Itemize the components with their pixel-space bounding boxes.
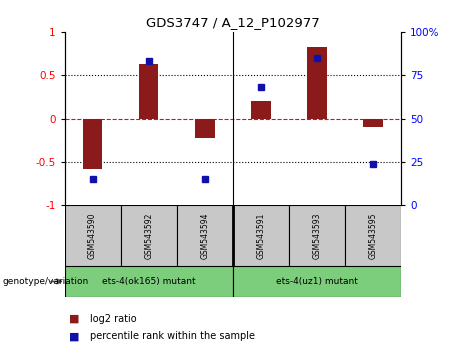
Text: genotype/variation: genotype/variation <box>2 277 89 286</box>
Bar <box>345 205 401 266</box>
Text: GSM543590: GSM543590 <box>88 212 97 259</box>
Bar <box>177 205 233 266</box>
Text: log2 ratio: log2 ratio <box>90 314 136 324</box>
Text: GSM543592: GSM543592 <box>144 212 153 259</box>
Text: ets-4(ok165) mutant: ets-4(ok165) mutant <box>102 277 195 286</box>
Text: GSM543594: GSM543594 <box>200 212 209 259</box>
Text: ■: ■ <box>69 331 80 341</box>
Bar <box>65 266 233 297</box>
Text: GSM543591: GSM543591 <box>256 212 266 259</box>
Text: ■: ■ <box>69 314 80 324</box>
Bar <box>289 205 345 266</box>
Bar <box>363 119 383 127</box>
Bar <box>307 47 327 119</box>
Text: GSM543595: GSM543595 <box>368 212 378 259</box>
Bar <box>65 205 121 266</box>
Bar <box>233 266 401 297</box>
Text: ets-4(uz1) mutant: ets-4(uz1) mutant <box>276 277 358 286</box>
Bar <box>121 205 177 266</box>
Text: percentile rank within the sample: percentile rank within the sample <box>90 331 255 341</box>
Bar <box>251 101 271 119</box>
Bar <box>195 119 214 138</box>
Text: GSM543593: GSM543593 <box>313 212 321 259</box>
Title: GDS3747 / A_12_P102977: GDS3747 / A_12_P102977 <box>146 16 319 29</box>
Bar <box>139 64 159 119</box>
Bar <box>233 205 289 266</box>
Bar <box>83 119 102 169</box>
